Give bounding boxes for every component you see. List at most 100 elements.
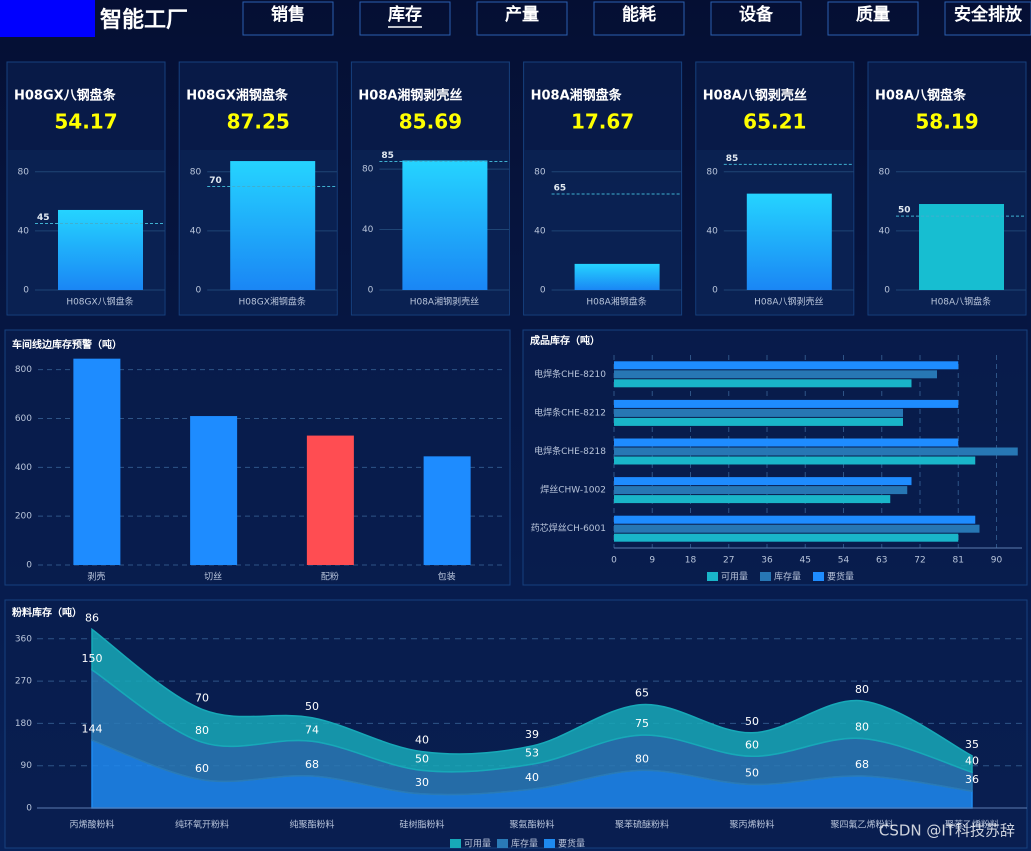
y-tick-label: 400 xyxy=(15,463,32,473)
nav-button[interactable] xyxy=(827,1,919,36)
x-tick-label: 丙烯酸粉料 xyxy=(69,819,114,831)
bar xyxy=(402,160,488,290)
legend-swatch xyxy=(450,839,461,848)
x-tick-label: 剥壳 xyxy=(87,571,105,583)
x-tick-label: 聚丙烯粉料 xyxy=(729,819,774,831)
x-tick-label: 配粉 xyxy=(321,571,339,583)
bar xyxy=(614,456,976,465)
y-tick-label: 药芯焊丝CH-6001 xyxy=(531,522,606,534)
data-label: 70 xyxy=(195,691,209,704)
data-label: 35 xyxy=(965,738,979,751)
card-title: H08A湘钢剥壳丝 xyxy=(358,88,462,104)
legend-label: 可用量 xyxy=(464,839,491,850)
nav-label[interactable]: 质量 xyxy=(856,4,890,25)
data-label: 39 xyxy=(525,728,539,741)
x-tick-label: H08GX八钢盘条 xyxy=(66,296,133,308)
bar xyxy=(423,456,471,565)
y-tick-label: 80 xyxy=(362,165,374,175)
bar xyxy=(614,447,1018,456)
y-tick-label: 360 xyxy=(15,634,32,644)
y-tick-label: 0 xyxy=(23,286,29,296)
bar xyxy=(614,515,976,524)
y-tick-label: 200 xyxy=(15,512,32,522)
data-label: 80 xyxy=(195,724,209,737)
x-tick-label: 切丝 xyxy=(204,571,222,583)
y-tick-label: 0 xyxy=(195,286,201,296)
nav-label[interactable]: 设备 xyxy=(739,4,774,25)
x-tick-label: 36 xyxy=(761,556,773,566)
data-label: 40 xyxy=(965,754,979,767)
nav-label[interactable]: 产量 xyxy=(505,4,539,25)
y-tick-label: 40 xyxy=(879,226,891,236)
chart-title: 车间线边库存预警（吨） xyxy=(12,338,122,351)
bar xyxy=(614,379,912,388)
y-tick-label: 电焊条CHE-8212 xyxy=(534,406,606,418)
x-tick-label: 纯环氧开粉料 xyxy=(175,819,229,831)
bar xyxy=(190,416,238,565)
nav-button[interactable] xyxy=(944,1,1031,36)
data-label: 144 xyxy=(82,722,103,735)
mark-line-label: 65 xyxy=(554,183,567,193)
bar xyxy=(614,408,903,417)
bar xyxy=(230,161,316,290)
data-label: 50 xyxy=(305,700,319,713)
y-tick-label: 90 xyxy=(21,761,33,771)
nav-button[interactable] xyxy=(476,1,568,36)
legend-label: 要货量 xyxy=(558,838,585,850)
card-title: H08GX八钢盘条 xyxy=(14,88,117,104)
data-label: 80 xyxy=(635,752,649,765)
bar xyxy=(614,477,912,486)
nav-button[interactable] xyxy=(593,1,685,36)
y-tick-label: 40 xyxy=(706,226,718,236)
logo xyxy=(0,0,95,37)
y-tick-label: 0 xyxy=(540,286,546,296)
card-value: 58.19 xyxy=(915,110,978,134)
data-label: 86 xyxy=(85,611,99,624)
nav-button[interactable] xyxy=(710,1,802,36)
bar xyxy=(306,435,354,565)
x-tick-label: H08A湘钢剥壳丝 xyxy=(410,296,479,308)
legend-swatch xyxy=(707,572,718,581)
mark-line-label: 70 xyxy=(209,176,222,186)
legend-label: 库存量 xyxy=(774,571,801,583)
bar xyxy=(614,486,908,495)
y-tick-label: 0 xyxy=(26,561,32,571)
legend-swatch xyxy=(760,572,771,581)
y-tick-label: 电焊条CHE-8218 xyxy=(534,445,606,457)
x-tick-label: 包装 xyxy=(438,571,456,583)
data-label: 50 xyxy=(745,715,759,728)
x-tick-label: 硅树脂粉料 xyxy=(399,819,444,831)
nav-label[interactable]: 安全排放 xyxy=(954,4,1023,25)
bar xyxy=(746,193,832,290)
legend-label: 可用量 xyxy=(721,572,748,583)
bar xyxy=(614,438,959,447)
x-tick-label: 18 xyxy=(685,556,697,566)
y-tick-label: 0 xyxy=(712,286,718,296)
nav-label[interactable]: 销售 xyxy=(271,4,305,25)
legend-swatch xyxy=(497,839,508,848)
nav-button[interactable] xyxy=(242,1,334,36)
x-tick-label: 纯聚酯粉料 xyxy=(289,819,334,831)
data-label: 75 xyxy=(635,717,649,730)
data-label: 30 xyxy=(415,776,429,789)
bar xyxy=(614,524,980,533)
mark-line-label: 50 xyxy=(898,206,911,216)
x-tick-label: 63 xyxy=(876,556,887,566)
y-tick-label: 40 xyxy=(362,225,374,235)
data-label: 60 xyxy=(745,738,759,751)
card-title: H08A湘钢盘条 xyxy=(531,88,623,104)
data-label: 36 xyxy=(965,773,979,786)
y-tick-label: 80 xyxy=(190,167,202,177)
area xyxy=(91,627,973,774)
y-tick-label: 80 xyxy=(18,167,30,177)
y-tick-label: 40 xyxy=(190,226,202,236)
card-value: 87.25 xyxy=(227,110,290,134)
bar xyxy=(58,209,143,290)
y-tick-label: 80 xyxy=(534,167,546,177)
y-tick-label: 焊丝CHW-1002 xyxy=(540,484,606,496)
nav-button[interactable] xyxy=(359,1,451,36)
nav-label[interactable]: 库存 xyxy=(388,4,422,25)
nav-label[interactable]: 能耗 xyxy=(622,4,656,25)
card-value: 17.67 xyxy=(571,110,634,134)
